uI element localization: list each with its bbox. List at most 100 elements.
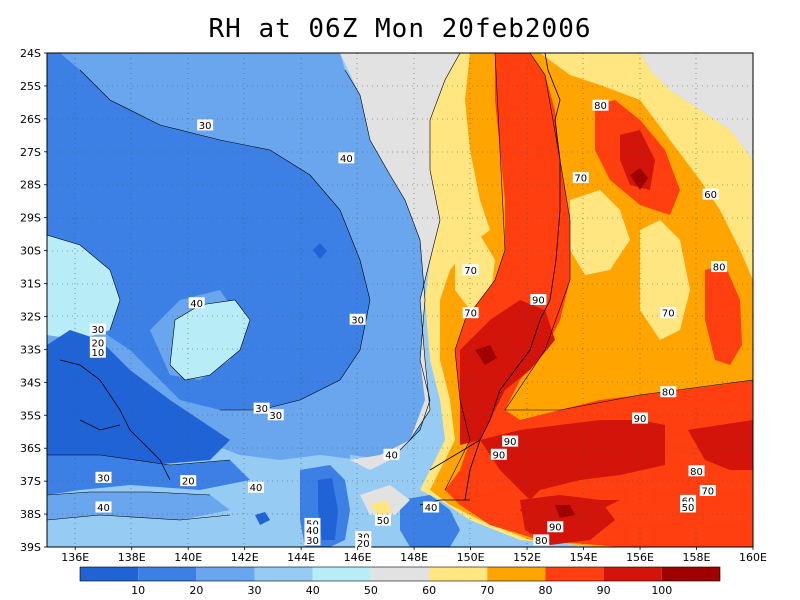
rh-region bbox=[520, 495, 615, 545]
contour-label-text: 80 bbox=[662, 388, 675, 399]
contour-label: 70 bbox=[462, 264, 479, 277]
contour-label-bg bbox=[304, 524, 321, 536]
contour-label: 40 bbox=[423, 501, 440, 514]
contour-label-text: 40 bbox=[425, 503, 438, 514]
colorbar-label: 40 bbox=[306, 584, 320, 597]
contour-line bbox=[169, 299, 251, 381]
contour-label-bg bbox=[699, 485, 716, 497]
contour-label-text: 40 bbox=[190, 299, 203, 310]
contour-label-bg bbox=[688, 465, 705, 477]
contour-label: 30 bbox=[267, 409, 284, 422]
contour-label: 80 bbox=[660, 386, 677, 399]
lon-tick-label: 146E bbox=[344, 551, 372, 564]
contour-label-text: 70 bbox=[701, 487, 714, 498]
colorbar-swatch bbox=[487, 567, 546, 581]
rh-region bbox=[705, 265, 742, 365]
contour-label-text: 80 bbox=[594, 101, 607, 112]
map-title: RH at 06Z Mon 20feb2006 bbox=[208, 14, 592, 44]
rh-region bbox=[630, 168, 648, 190]
rh-region bbox=[318, 478, 338, 540]
contour-label: 30 bbox=[253, 402, 270, 415]
contour-label-bg bbox=[502, 435, 519, 447]
contour-label-bg bbox=[89, 336, 106, 348]
contour-label-bg bbox=[95, 471, 112, 483]
contour-label-bg bbox=[89, 323, 106, 335]
colorbar-label: 90 bbox=[597, 584, 611, 597]
contour-label: 20 bbox=[89, 336, 106, 349]
rh-region bbox=[255, 512, 270, 525]
contour-label-bg bbox=[592, 99, 609, 111]
contour-label: 70 bbox=[572, 172, 589, 185]
rh-region bbox=[47, 455, 250, 495]
contour-label-bg bbox=[711, 261, 728, 273]
contour-label-text: 40 bbox=[97, 503, 110, 514]
lat-tick-label: 25S bbox=[20, 80, 41, 93]
colorbar-label: 100 bbox=[651, 584, 672, 597]
colorbar-swatch bbox=[429, 567, 488, 581]
contour-label-bg bbox=[304, 517, 321, 529]
lat-tick-label: 38S bbox=[20, 508, 41, 521]
latitude-tick-labels: 24S 25S 26S 27S 28S 29S 30S 31S 32S 33S 34S 35S 36S 3… bbox=[20, 47, 47, 554]
colorbar-swatch bbox=[312, 567, 371, 581]
contour-label-text: 80 bbox=[713, 263, 726, 274]
contour-label-text: 30 bbox=[91, 325, 104, 336]
rh-region bbox=[640, 53, 753, 160]
contour-label: 30 bbox=[304, 534, 321, 547]
rh-fill-layer bbox=[47, 53, 753, 547]
contour-label-text: 20 bbox=[91, 338, 104, 349]
contour-line bbox=[344, 69, 431, 451]
lat-tick-label: 31S bbox=[20, 278, 41, 291]
contour-label: 30 bbox=[197, 119, 214, 132]
contour-label-text: 80 bbox=[690, 467, 703, 478]
rh-region bbox=[475, 345, 497, 365]
colorbar-label: 70 bbox=[480, 584, 494, 597]
rh-region bbox=[400, 495, 460, 547]
contour-line bbox=[47, 454, 231, 521]
lon-tick-label: 148E bbox=[400, 551, 428, 564]
colorbar-label: 50 bbox=[364, 584, 378, 597]
contour-label-text: 40 bbox=[385, 450, 398, 461]
contour-label-bg bbox=[304, 534, 321, 546]
contour-label-bg bbox=[533, 534, 550, 546]
contour-label: 90 bbox=[547, 521, 564, 534]
lat-tick-label: 28S bbox=[20, 179, 41, 192]
contour-label-text: 90 bbox=[634, 414, 647, 425]
contour-label: 90 bbox=[530, 294, 547, 307]
contour-line bbox=[504, 53, 753, 411]
contour-label-bg bbox=[702, 188, 719, 200]
contour-label-text: 90 bbox=[532, 296, 545, 307]
rh-region bbox=[688, 420, 753, 470]
contour-label-text: 40 bbox=[340, 154, 353, 165]
contour-label: 30 bbox=[349, 313, 366, 326]
contour-label-bg bbox=[267, 409, 284, 421]
rh-region bbox=[47, 53, 370, 410]
colorbar-label: 10 bbox=[131, 584, 145, 597]
contour-line bbox=[79, 69, 371, 411]
lon-tick-label: 156E bbox=[626, 551, 654, 564]
contour-label: 40 bbox=[188, 297, 205, 310]
lat-tick-label: 33S bbox=[20, 343, 41, 356]
lon-tick-label: 154E bbox=[570, 551, 598, 564]
contour-label: 90 bbox=[490, 448, 507, 461]
contour-label-bg bbox=[89, 346, 106, 358]
colorbar-label: 30 bbox=[248, 584, 262, 597]
contour-label-bg bbox=[349, 313, 366, 325]
contour-label-bg bbox=[530, 294, 547, 305]
rh-region bbox=[370, 500, 392, 518]
contour-label-text: 10 bbox=[91, 348, 104, 359]
contour-label-text: 90 bbox=[549, 523, 562, 534]
contour-label-bg bbox=[462, 264, 479, 276]
contour-label-bg bbox=[660, 307, 677, 319]
contour-label-bg bbox=[375, 514, 392, 526]
contour-label: 80 bbox=[592, 99, 609, 112]
colorbar-swatch bbox=[196, 567, 255, 581]
colorbar-swatch bbox=[661, 567, 720, 581]
contour-label-bg bbox=[632, 412, 649, 424]
rh-region bbox=[570, 190, 630, 275]
rh-region bbox=[47, 235, 120, 340]
contour-label: 40 bbox=[383, 448, 400, 461]
lon-tick-label: 160E bbox=[739, 551, 767, 564]
contour-label: 80 bbox=[711, 261, 728, 274]
contour-label-text: 70 bbox=[662, 309, 675, 320]
